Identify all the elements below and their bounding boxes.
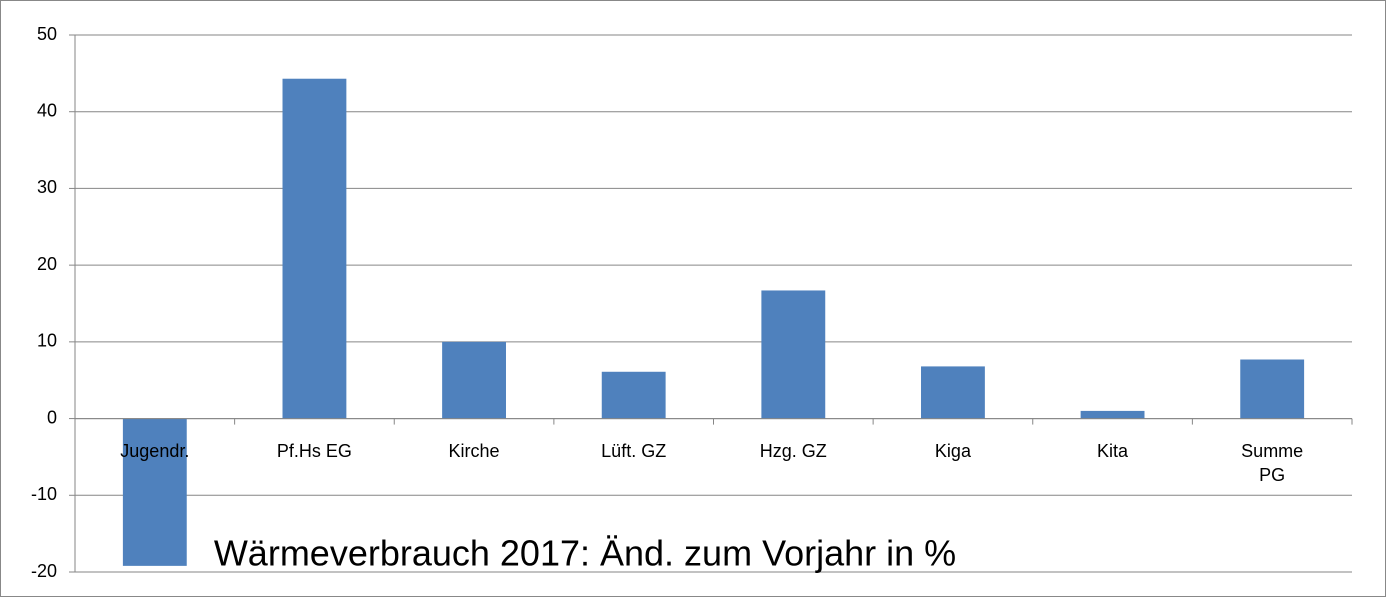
y-tick-label: 50 xyxy=(37,24,57,44)
x-tick-label: Kiga xyxy=(934,440,971,461)
y-tick-label: 10 xyxy=(37,331,57,351)
bar xyxy=(282,78,347,419)
x-tick-label: Kita xyxy=(1097,440,1129,461)
y-tick-label: -20 xyxy=(31,561,57,581)
y-tick-label: 30 xyxy=(37,177,57,197)
x-tick-label: Kirche xyxy=(448,440,500,461)
bar xyxy=(122,418,187,566)
x-tick-label: Pf.Hs EG xyxy=(276,440,352,461)
x-tick-label: Jugendr. xyxy=(120,440,190,461)
x-tick-label: Lüft. GZ xyxy=(601,440,667,461)
chart-title: Wärmeverbrauch 2017: Änd. zum Vorjahr in… xyxy=(214,533,956,574)
bar xyxy=(761,290,826,419)
x-tick-label: Summe PG xyxy=(1241,440,1304,485)
x-tick-label: Hzg. GZ xyxy=(759,440,827,461)
y-tick-label: -10 xyxy=(31,484,57,504)
y-tick-label: 20 xyxy=(37,254,57,274)
bar xyxy=(1080,410,1145,419)
y-tick-label: 0 xyxy=(47,407,57,427)
y-tick-label: 40 xyxy=(37,100,57,120)
bar xyxy=(921,366,985,419)
bar xyxy=(601,371,666,419)
bar xyxy=(442,341,506,419)
bar xyxy=(1240,359,1305,419)
